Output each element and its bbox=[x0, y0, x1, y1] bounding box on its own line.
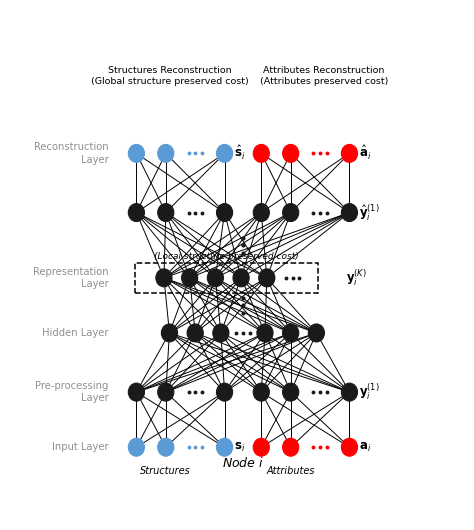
Text: Hidden Layer: Hidden Layer bbox=[42, 328, 109, 338]
Circle shape bbox=[128, 204, 145, 222]
Circle shape bbox=[213, 324, 229, 342]
Circle shape bbox=[128, 383, 145, 401]
Circle shape bbox=[217, 438, 233, 456]
Circle shape bbox=[253, 204, 269, 222]
Text: Pre-processing
Layer: Pre-processing Layer bbox=[36, 381, 109, 403]
Circle shape bbox=[341, 204, 357, 222]
Circle shape bbox=[217, 204, 233, 222]
Text: $\hat{\mathbf{a}}_i$: $\hat{\mathbf{a}}_i$ bbox=[359, 144, 371, 162]
Text: Structures Reconstruction
(Global structure preserved cost): Structures Reconstruction (Global struct… bbox=[91, 66, 248, 86]
Text: $\mathbf{y}_i^{(1)}$: $\mathbf{y}_i^{(1)}$ bbox=[359, 382, 379, 402]
Text: Representation
Layer: Representation Layer bbox=[33, 267, 109, 289]
Text: $\mathbf{a}_i$: $\mathbf{a}_i$ bbox=[359, 440, 371, 454]
Circle shape bbox=[283, 324, 299, 342]
Circle shape bbox=[233, 269, 249, 287]
Circle shape bbox=[283, 144, 299, 162]
Circle shape bbox=[161, 324, 178, 342]
Bar bbox=[135, 262, 318, 293]
Circle shape bbox=[283, 383, 299, 401]
Text: Input Layer: Input Layer bbox=[52, 442, 109, 452]
Circle shape bbox=[283, 204, 299, 222]
Circle shape bbox=[341, 144, 357, 162]
Text: $\hat{\mathbf{s}}_i$: $\hat{\mathbf{s}}_i$ bbox=[234, 144, 245, 162]
Circle shape bbox=[217, 383, 233, 401]
Circle shape bbox=[187, 324, 203, 342]
Circle shape bbox=[158, 204, 174, 222]
Circle shape bbox=[308, 324, 325, 342]
Circle shape bbox=[341, 438, 357, 456]
Circle shape bbox=[257, 324, 273, 342]
Text: $\hat{\mathbf{y}}_i^{(1)}$: $\hat{\mathbf{y}}_i^{(1)}$ bbox=[359, 202, 379, 223]
Circle shape bbox=[182, 269, 198, 287]
Text: Attributes Reconstruction
(Attributes preserved cost): Attributes Reconstruction (Attributes pr… bbox=[260, 66, 388, 86]
Circle shape bbox=[341, 383, 357, 401]
Text: Attributes: Attributes bbox=[266, 465, 315, 475]
Text: Reconstruction
Layer: Reconstruction Layer bbox=[34, 142, 109, 165]
Circle shape bbox=[253, 144, 269, 162]
Circle shape bbox=[259, 269, 275, 287]
Text: (Local structure preserved cost): (Local structure preserved cost) bbox=[154, 252, 299, 261]
Text: $\mathbf{s}_i$: $\mathbf{s}_i$ bbox=[234, 440, 245, 454]
Text: Structures: Structures bbox=[140, 465, 191, 475]
Circle shape bbox=[253, 383, 269, 401]
Circle shape bbox=[217, 144, 233, 162]
Text: Node $i$: Node $i$ bbox=[222, 456, 264, 470]
Circle shape bbox=[156, 269, 172, 287]
Circle shape bbox=[283, 438, 299, 456]
Text: $\mathbf{y}_i^{(K)}$: $\mathbf{y}_i^{(K)}$ bbox=[346, 268, 367, 288]
Circle shape bbox=[158, 438, 174, 456]
Circle shape bbox=[128, 438, 145, 456]
Circle shape bbox=[128, 144, 145, 162]
Circle shape bbox=[253, 438, 269, 456]
Circle shape bbox=[207, 269, 223, 287]
Circle shape bbox=[158, 383, 174, 401]
Circle shape bbox=[158, 144, 174, 162]
